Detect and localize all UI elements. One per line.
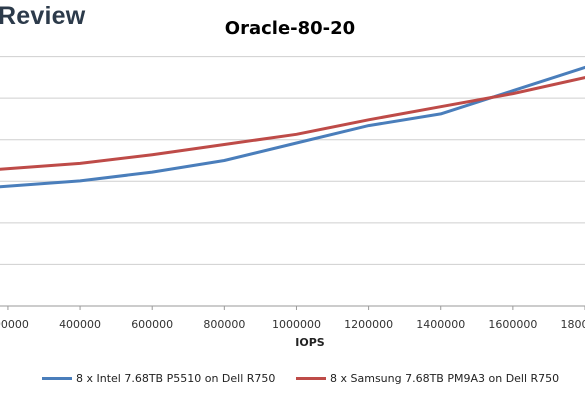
- x-tick-label: 1000000: [272, 318, 321, 331]
- brand-logo-text: Review: [0, 2, 86, 30]
- x-tick-label: 1800000: [561, 318, 585, 331]
- x-tick-label: 200000: [0, 318, 29, 331]
- legend-item-samsung: 8 x Samsung 7.68TB PM9A3 on Dell R750: [296, 372, 559, 385]
- x-tick-label: 800000: [203, 318, 245, 331]
- legend-label-intel: 8 x Intel 7.68TB P5510 on Dell R750: [76, 372, 276, 385]
- legend-swatch-intel: [42, 377, 72, 380]
- x-tick-label: 400000: [59, 318, 101, 331]
- chart-title: Oracle-80-20: [224, 18, 356, 39]
- chart-legend: 8 x Intel 7.68TB P5510 on Dell R750 8 x …: [0, 372, 585, 392]
- x-tick-label: 1600000: [488, 318, 537, 331]
- x-tick-label: 1400000: [416, 318, 465, 331]
- chart-series-lines: [0, 65, 585, 189]
- x-tick-label: 600000: [131, 318, 173, 331]
- x-axis-label: IOPS: [295, 336, 325, 349]
- legend-item-intel: 8 x Intel 7.68TB P5510 on Dell R750: [42, 372, 275, 385]
- x-tick-label: 1200000: [344, 318, 393, 331]
- series-line-1: [0, 76, 585, 171]
- x-axis-tick-labels: 200000 400000 600000 800000 1000000 1200000 14…: [0, 306, 585, 331]
- series-line-0: [0, 65, 585, 189]
- legend-swatch-samsung: [296, 377, 326, 380]
- legend-label-samsung: 8 x Samsung 7.68TB PM9A3 on Dell R750: [330, 372, 560, 385]
- chart-gridlines: [0, 56, 585, 307]
